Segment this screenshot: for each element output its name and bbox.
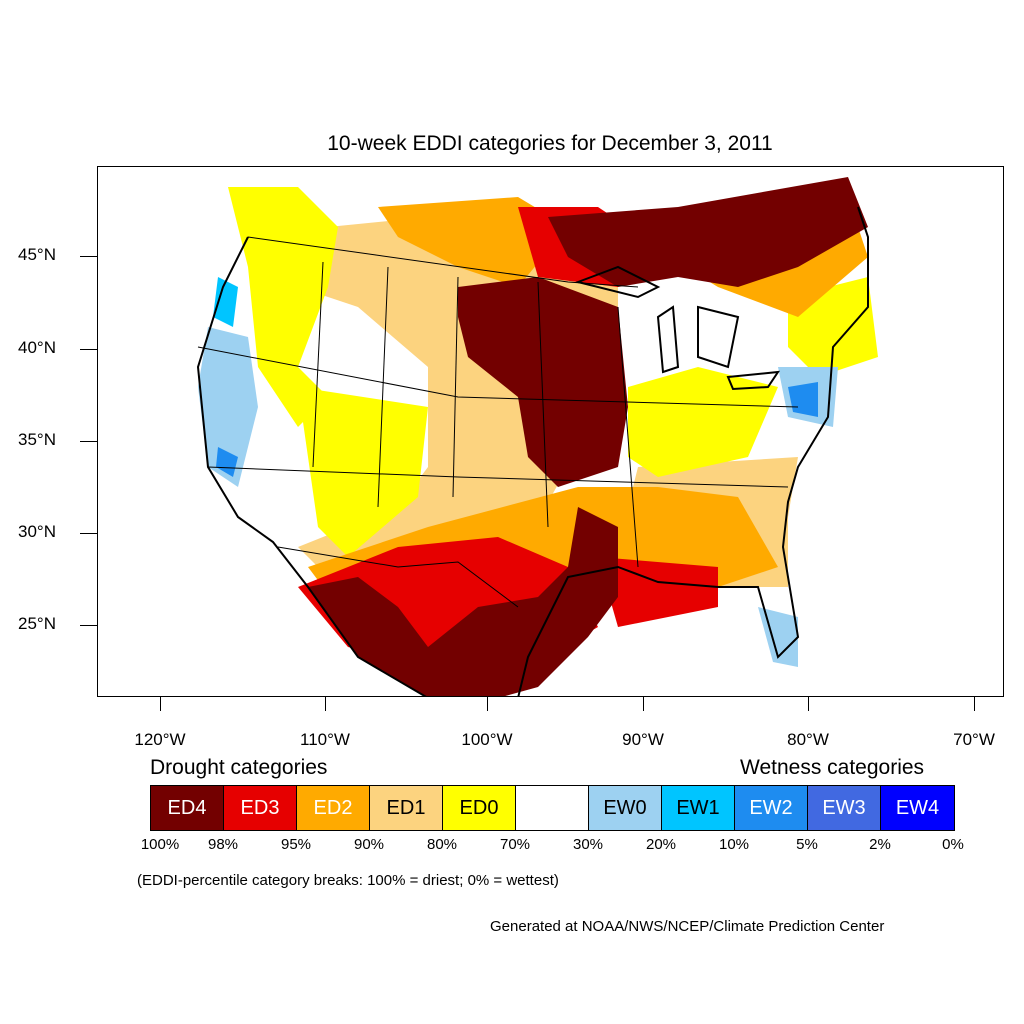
ed0-region-east xyxy=(628,367,778,477)
lat-tick xyxy=(80,349,97,350)
lon-label-80: 80°W xyxy=(787,730,829,749)
lake-line xyxy=(726,370,781,391)
coast-line xyxy=(517,206,869,696)
legend-break-label: 70% xyxy=(499,836,531,853)
border-line xyxy=(277,546,519,608)
ed2-region-north xyxy=(378,197,568,287)
ew1-region-west xyxy=(213,277,238,327)
coast-line xyxy=(196,236,427,696)
lon-label-90: 90°W xyxy=(622,730,664,749)
ew0-region-west xyxy=(198,327,258,487)
lat-label-25: 25°N xyxy=(18,614,56,633)
legend-box-ew2: EW2 xyxy=(735,786,808,830)
map-title: 10-week EDDI categories for December 3, … xyxy=(327,132,773,155)
lon-label-100: 100°W xyxy=(461,730,513,749)
lon-label-110: 110°W xyxy=(300,730,350,749)
lat-label-40: 40°N xyxy=(18,338,56,357)
boundaries xyxy=(197,236,799,608)
legend-break-label: 98% xyxy=(207,836,239,853)
lat-tick xyxy=(80,533,97,534)
legend-box-ed2: ED2 xyxy=(297,786,370,830)
lon-label-120: 120°W xyxy=(134,730,186,749)
border-line xyxy=(247,236,639,288)
lake-line xyxy=(574,265,661,299)
border-line xyxy=(312,261,324,468)
ew2-region-northeast xyxy=(788,382,818,417)
border-line xyxy=(452,276,459,498)
border-line xyxy=(537,281,549,528)
legend-break-label: 2% xyxy=(869,836,891,853)
lake-line xyxy=(656,305,680,374)
legend-box-neutral xyxy=(516,786,589,830)
legend-break-label: 80% xyxy=(426,836,458,853)
ed0-region-west xyxy=(228,187,338,427)
lat-tick xyxy=(80,625,97,626)
ed0-region-center xyxy=(298,387,428,557)
lon-tick xyxy=(643,697,644,711)
lat-label-35: 35°N xyxy=(18,430,56,449)
legend-break-label: 20% xyxy=(645,836,677,853)
legend-break-label: 95% xyxy=(280,836,312,853)
lon-tick xyxy=(487,697,488,711)
legend-box-ew3: EW3 xyxy=(808,786,881,830)
legend-break-label: 100% xyxy=(140,836,180,853)
coastlines xyxy=(196,206,869,696)
border-line xyxy=(617,306,639,568)
lon-label-70: 70°W xyxy=(953,730,995,749)
legend-box-ew4: EW4 xyxy=(881,786,954,830)
border-line xyxy=(197,346,799,408)
lon-tick xyxy=(160,697,161,711)
legend-box-ed1: ED1 xyxy=(370,786,443,830)
drought-heading: Drought categories xyxy=(150,756,328,779)
ed4-region-texas xyxy=(308,507,618,696)
footnote: (EDDI-percentile category breaks: 100% =… xyxy=(137,872,559,889)
legend-break-label: 30% xyxy=(572,836,604,853)
lon-tick xyxy=(808,697,809,711)
legend-box-ed0: ED0 xyxy=(443,786,516,830)
legend-box-ew0: EW0 xyxy=(589,786,662,830)
wetness-heading: Wetness categories xyxy=(740,756,925,779)
category-legend: ED4 ED3 ED2 ED1 ED0 EW0 EW1 EW2 EW3 EW4 xyxy=(150,785,955,831)
map-panel xyxy=(97,166,1004,697)
ed4-region-great-lakes xyxy=(548,177,868,287)
ew2-region-west xyxy=(216,447,238,477)
legend-break-label: 10% xyxy=(718,836,750,853)
lake-line xyxy=(697,305,740,369)
legend-box-ew1: EW1 xyxy=(662,786,735,830)
ed4-region-midwest xyxy=(458,277,628,487)
lat-tick xyxy=(80,256,97,257)
border-line xyxy=(377,266,389,508)
border-line xyxy=(207,466,789,488)
legend-break-label: 90% xyxy=(353,836,385,853)
legend-box-ed4: ED4 xyxy=(151,786,224,830)
eddi-map xyxy=(196,177,878,696)
legend-box-ed3: ED3 xyxy=(224,786,297,830)
credit: Generated at NOAA/NWS/NCEP/Climate Predi… xyxy=(490,918,885,935)
lon-tick xyxy=(974,697,975,711)
legend-break-label: 5% xyxy=(796,836,818,853)
lat-tick xyxy=(80,441,97,442)
lat-label-30: 30°N xyxy=(18,522,56,541)
legend-break-label: 0% xyxy=(942,836,964,853)
lat-label-45: 45°N xyxy=(18,245,56,264)
ed3-region-gulf xyxy=(598,557,718,627)
lon-tick xyxy=(325,697,326,711)
